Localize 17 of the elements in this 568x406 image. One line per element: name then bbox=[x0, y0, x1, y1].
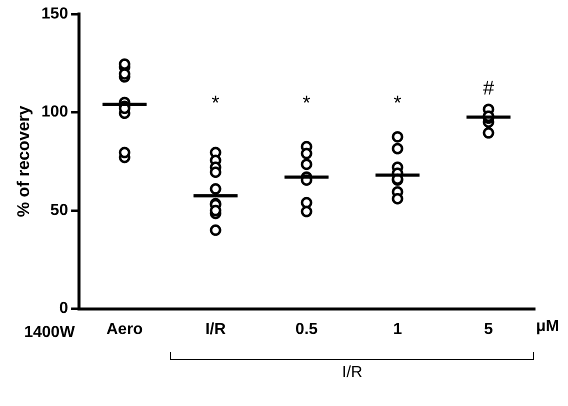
annotation: * bbox=[212, 92, 220, 115]
y-axis-title: % of recovery bbox=[14, 105, 33, 218]
text: μM bbox=[536, 318, 560, 336]
x-tick-label: 5 bbox=[484, 320, 494, 338]
y-tick-label: 100 bbox=[41, 104, 68, 121]
text: 1400W bbox=[24, 324, 75, 342]
x-tick-label: 1 bbox=[393, 320, 402, 338]
x-tick-label: I/R bbox=[205, 320, 226, 338]
annotation: * bbox=[394, 92, 402, 115]
y-tick-label: 150 bbox=[41, 5, 68, 22]
y-tick-label: 50 bbox=[50, 202, 68, 219]
x-tick-label: Aero bbox=[106, 320, 144, 338]
y-tick-label: 0 bbox=[59, 300, 68, 318]
text: I/R bbox=[342, 364, 362, 382]
annotation: # bbox=[482, 78, 495, 100]
x-tick-label: 0.5 bbox=[295, 320, 318, 338]
annotation: * bbox=[302, 92, 311, 115]
